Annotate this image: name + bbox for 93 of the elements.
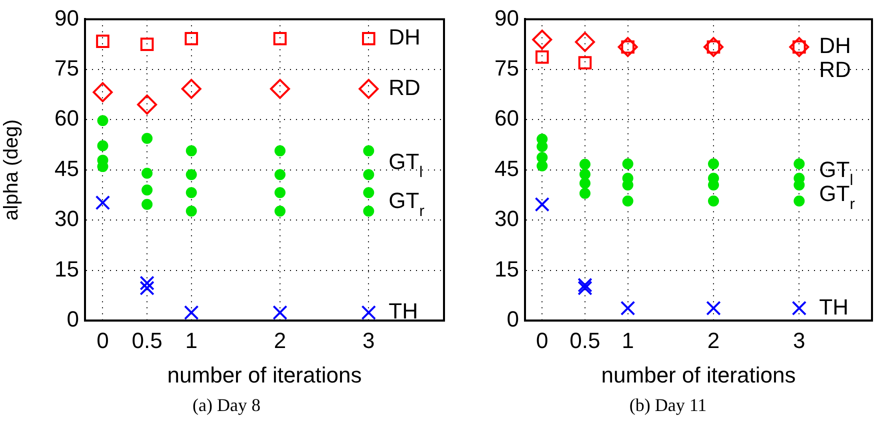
point bbox=[532, 30, 552, 50]
y-tick-label: 30 bbox=[494, 206, 519, 232]
point bbox=[579, 158, 590, 170]
text: (b) Day 11 bbox=[629, 394, 707, 415]
point bbox=[142, 184, 153, 196]
point bbox=[186, 145, 197, 156]
x-tick-label: 1 bbox=[185, 328, 198, 353]
point bbox=[142, 198, 153, 210]
x-tick-label: 3 bbox=[362, 328, 375, 353]
y-tick-label: 0 bbox=[66, 306, 79, 332]
point bbox=[272, 305, 288, 320]
series-label: DH bbox=[819, 33, 851, 58]
point bbox=[794, 196, 805, 207]
x-tick-label: 0 bbox=[96, 328, 109, 353]
y-tick-label: 45 bbox=[54, 156, 79, 181]
point bbox=[137, 94, 158, 115]
point bbox=[706, 300, 721, 316]
point bbox=[274, 206, 286, 217]
y-tick-label: 90 bbox=[54, 5, 79, 30]
point bbox=[534, 197, 550, 212]
x-tick-label: 0 bbox=[536, 328, 548, 353]
point bbox=[536, 152, 548, 164]
point bbox=[578, 278, 592, 292]
point bbox=[97, 115, 108, 126]
point bbox=[622, 158, 634, 170]
point bbox=[362, 32, 376, 46]
series-label: RD bbox=[819, 57, 851, 82]
point bbox=[789, 36, 810, 57]
point bbox=[363, 169, 374, 180]
y-tick-label: 75 bbox=[494, 55, 519, 80]
x-tick-label: 2 bbox=[707, 328, 720, 353]
point bbox=[703, 36, 724, 57]
x-axis-title: number of iterations bbox=[167, 362, 362, 388]
y-tick-label: 60 bbox=[54, 106, 79, 131]
text: (a) Day 8 bbox=[192, 394, 260, 415]
series-label: DH bbox=[388, 24, 420, 50]
point bbox=[181, 78, 202, 99]
point bbox=[96, 34, 110, 48]
point bbox=[792, 300, 807, 316]
x-tick-label: 2 bbox=[274, 328, 286, 353]
x-tick-label: 3 bbox=[793, 328, 806, 353]
point bbox=[142, 168, 153, 179]
series-label: TH bbox=[388, 298, 418, 324]
point bbox=[186, 206, 197, 217]
point bbox=[578, 56, 592, 70]
point bbox=[186, 169, 197, 180]
point bbox=[574, 32, 595, 52]
x-tick-label: 1 bbox=[622, 328, 634, 353]
point bbox=[794, 158, 805, 170]
point bbox=[274, 145, 286, 156]
point bbox=[579, 178, 590, 189]
point bbox=[273, 32, 287, 46]
y-tick-label: 45 bbox=[494, 156, 519, 181]
point bbox=[363, 187, 374, 198]
x-axis-title: number of iterations bbox=[601, 362, 796, 388]
y-tick-label: 15 bbox=[54, 256, 79, 282]
point bbox=[622, 196, 634, 207]
point bbox=[361, 305, 376, 320]
y-tick-label: 30 bbox=[54, 206, 79, 232]
point bbox=[184, 305, 199, 320]
series-label: RD bbox=[388, 74, 420, 100]
point bbox=[274, 187, 286, 198]
point bbox=[186, 187, 197, 198]
point bbox=[270, 78, 290, 99]
point bbox=[579, 168, 590, 180]
y-tick-label: 60 bbox=[494, 106, 519, 131]
point bbox=[363, 145, 374, 156]
point bbox=[184, 32, 198, 46]
point bbox=[578, 280, 592, 296]
point bbox=[535, 50, 549, 64]
point bbox=[536, 160, 548, 172]
point bbox=[363, 206, 374, 217]
x-tick-label: 0.5 bbox=[570, 328, 600, 353]
point bbox=[97, 140, 108, 152]
point bbox=[95, 195, 110, 210]
y-tick-label: 75 bbox=[54, 55, 79, 80]
point bbox=[140, 276, 154, 290]
point bbox=[274, 169, 286, 180]
point bbox=[140, 280, 154, 296]
point bbox=[620, 300, 636, 316]
y-tick-label: 15 bbox=[494, 256, 519, 282]
y-tick-label: 0 bbox=[506, 306, 519, 332]
point bbox=[142, 132, 153, 144]
point bbox=[708, 158, 719, 170]
point bbox=[92, 82, 113, 102]
point bbox=[579, 188, 590, 199]
y-axis-title: alpha (deg) bbox=[0, 119, 23, 220]
point bbox=[358, 78, 379, 99]
series-label: TH bbox=[819, 294, 848, 320]
point bbox=[708, 196, 719, 207]
x-tick-label: 0.5 bbox=[132, 328, 162, 353]
y-tick-label: 90 bbox=[494, 5, 519, 30]
point bbox=[140, 38, 154, 51]
